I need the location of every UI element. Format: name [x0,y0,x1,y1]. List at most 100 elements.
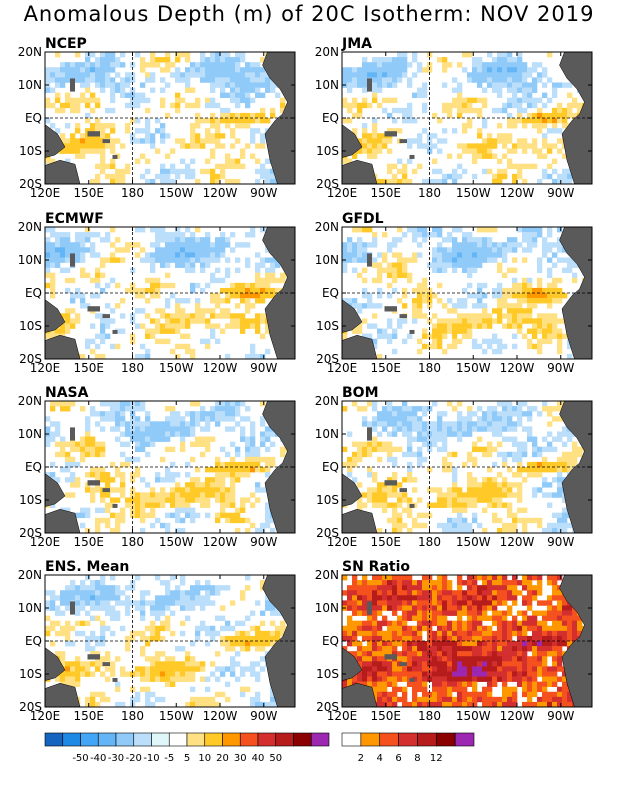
lon-tick-label: 90W [547,186,574,200]
figure-title: Anomalous Depth (m) of 20C Isotherm: NOV… [23,2,595,26]
colorbar-swatch [293,732,312,747]
snr-colorbar: 2 4 6 8 12 [341,732,475,764]
lon-tick-label: 180 [121,535,144,549]
colorbar-swatch [151,732,170,747]
lat-tick-label: 10S [316,144,339,158]
lat-tick-label: 10N [18,427,42,441]
colorbar-label: -20 [126,753,142,764]
lon-tick-label: 90W [250,361,277,375]
colorbar-label: 50 [269,753,282,764]
lon-tick-label: 120E [30,535,61,549]
lat-tick-label: 10S [316,319,339,333]
colorbar-label: 40 [252,753,265,764]
colorbar-label: 20 [216,753,229,764]
lon-tick-label: 120W [500,186,535,200]
lon-tick-label: 150E [371,709,402,723]
panel-title: NASA [45,385,89,401]
colorbar-swatch [435,732,456,747]
lat-tick-label: 10S [19,493,42,507]
lat-tick-label: 10N [315,601,339,615]
lat-tick-label: 20N [315,568,339,582]
lat-tick-label: 20S [19,352,42,366]
lon-tick-label: 120W [203,186,238,200]
lat-tick-label: EQ [322,111,339,125]
colorbar-label: -30 [108,753,124,764]
colorbar-label: 10 [198,753,211,764]
lat-tick-label: 10N [18,601,42,615]
lat-tick-label: 20N [18,220,42,234]
panel-title: ENS. Mean [45,559,129,575]
lon-tick-label: 120W [500,535,535,549]
colorbar-label: 4 [377,753,383,764]
colorbar-swatch [168,732,188,747]
colorbar-swatch [97,732,117,747]
lon-tick-label: 120E [327,361,358,375]
lat-tick-label: 10S [19,667,42,681]
lon-tick-label: 90W [250,535,277,549]
lon-tick-label: 150W [159,535,194,549]
lon-tick-label: 150E [74,186,105,200]
colorbar-label: 12 [430,753,443,764]
lat-tick-label: 20N [18,45,42,59]
lat-tick-label: 10S [19,144,42,158]
lon-tick-label: 180 [121,361,144,375]
lat-tick-label: 20N [18,394,42,408]
colorbar-swatch [341,732,362,747]
lat-tick-label: EQ [25,460,42,474]
lon-tick-label: 150E [371,361,402,375]
lon-tick-label: 90W [547,709,574,723]
colorbar-swatch [80,732,99,747]
colorbar-swatch [62,732,81,747]
lat-tick-label: EQ [322,634,339,648]
lon-tick-label: 150W [159,186,194,200]
lon-tick-label: 120W [500,709,535,723]
panel-title: JMA [341,36,372,52]
lon-tick-label: 180 [418,535,441,549]
colorbar-swatch [186,732,206,747]
colorbar-label: 6 [395,753,401,764]
lon-tick-label: 120E [30,361,61,375]
colorbar-swatch [222,732,241,747]
lat-tick-label: 10N [315,78,339,92]
colorbar-swatch [44,732,64,747]
lon-tick-label: 120W [203,361,238,375]
lon-tick-label: 90W [250,186,277,200]
lat-tick-label: 20N [315,45,339,59]
colorbar-swatch [239,732,259,747]
lat-tick-label: 20S [316,352,339,366]
lat-tick-label: 10N [315,427,339,441]
lat-tick-label: 20S [316,526,339,540]
lat-tick-label: 20S [19,526,42,540]
lat-tick-label: EQ [322,460,339,474]
lon-tick-label: 120W [203,709,238,723]
colorbar-swatch [257,732,277,747]
lon-tick-label: 120E [30,709,61,723]
lat-tick-label: EQ [25,286,42,300]
colorbar-label: -50 [72,753,88,764]
colorbar-swatch [115,732,135,747]
lon-tick-label: 150E [74,709,105,723]
lat-tick-label: 10N [315,253,339,267]
lon-tick-label: 180 [418,709,441,723]
panel-title: SN Ratio [342,559,410,575]
lon-tick-label: 150E [371,535,402,549]
lat-tick-label: 20S [316,177,339,191]
lat-tick-label: 20N [315,394,339,408]
lon-tick-label: 150W [456,535,491,549]
lon-tick-label: 150W [456,709,491,723]
lat-tick-label: 20N [18,568,42,582]
anomaly-colorbar: -50 -40 -30 -20 -10 -5 5 10 20 30 40 50 [44,732,330,764]
lat-tick-label: 10S [19,319,42,333]
colorbar-swatch [454,732,475,747]
colorbar-swatch [204,732,223,747]
lon-tick-label: 90W [250,709,277,723]
colorbar-swatch [360,732,381,747]
colorbar-label: -10 [143,753,159,764]
